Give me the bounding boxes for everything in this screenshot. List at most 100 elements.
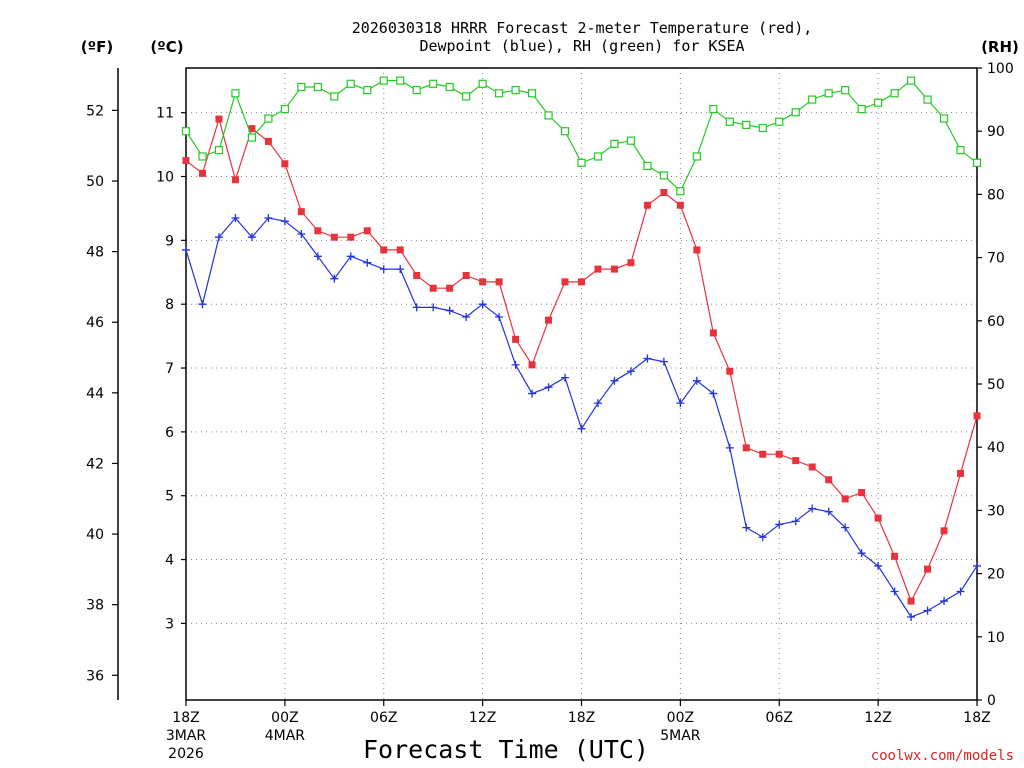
rh-point [659, 171, 668, 180]
dewpoint-line [185, 217, 978, 618]
time-tick-label: 00Z [667, 710, 694, 726]
temperature-point [429, 284, 437, 292]
fahrenheit-tick-label: 52 [86, 103, 104, 119]
temperature-point [215, 115, 223, 123]
dewpoint-point [692, 376, 701, 385]
temperature-point [495, 278, 503, 286]
dewpoint-point [346, 252, 355, 261]
temperature-point [248, 125, 256, 133]
rh-point [676, 187, 685, 196]
temperature-point [858, 489, 866, 497]
date-label: 5MAR [660, 728, 701, 744]
temperature-point [874, 514, 882, 522]
rh-point [577, 158, 586, 167]
rh-point [758, 123, 767, 133]
dewpoint-point [676, 399, 685, 408]
rh-point [890, 89, 899, 98]
dewpoint-point [758, 533, 767, 542]
temperature-point [940, 527, 948, 535]
dewpoint-point [412, 303, 421, 312]
rh-point [593, 152, 603, 161]
dewpoint-point [429, 303, 438, 312]
fahrenheit-tick-label: 36 [86, 668, 104, 684]
temperature-point [742, 444, 750, 452]
x-axis-title: Forecast Time (UTC) [363, 735, 649, 764]
rh-point [264, 114, 273, 123]
credit-text: coolwx.com/models [871, 748, 1014, 764]
rh-point [626, 136, 636, 145]
dewpoint-point [923, 606, 932, 615]
temperature-point [314, 227, 322, 235]
time-axis: 18Z 3MAR 2026 00Z 4MAR 06Z 12Z 18Z 00Z 5MAR 06Z 12Z… [166, 700, 991, 762]
temperature-point [643, 201, 651, 209]
temperature-point [363, 227, 371, 235]
temperature-point [693, 246, 701, 254]
dewpoint-point [198, 300, 207, 309]
dewpoint-point [890, 587, 899, 596]
celsius-tick-label: 3 [165, 616, 174, 632]
temperature-point [627, 259, 635, 267]
rh-tick-label: 70 [987, 251, 1005, 267]
date-label: 3MAR [166, 728, 207, 744]
dewpoint-point [363, 258, 372, 267]
dewpoint-point [280, 217, 289, 226]
dewpoint-point [841, 523, 850, 532]
rh-point [280, 104, 289, 114]
time-tick-label: 06Z [370, 710, 397, 726]
temperature-point [512, 335, 520, 343]
rh-axis: 0 10 20 30 40 50 60 70 80 90 100 [977, 61, 1014, 709]
rh-tick-label: 80 [987, 187, 1005, 203]
temperature-point [578, 278, 585, 286]
celsius-tick-label: 10 [156, 170, 174, 186]
dewpoint-point [593, 399, 602, 408]
rh-series [181, 76, 982, 196]
fahrenheit-unit-label: (ºF) [81, 38, 113, 56]
dewpoint-point [857, 549, 866, 558]
temperature-point [792, 457, 800, 465]
rh-point [857, 104, 866, 114]
dewpoint-point [462, 312, 471, 321]
time-tick-label: 18Z [568, 710, 595, 726]
dewpoint-point [874, 561, 883, 570]
dewpoint-point [791, 517, 800, 526]
temperature-point [825, 476, 833, 484]
dewpoint-point [643, 354, 652, 363]
rh-point [742, 120, 751, 129]
rh-point [247, 133, 257, 142]
chart-title: 2026030318 HRRR Forecast 2-meter Tempera… [352, 19, 813, 55]
fahrenheit-tick-label: 40 [86, 527, 104, 543]
temperature-point [281, 160, 289, 168]
rh-tick-label: 50 [987, 377, 1005, 393]
chart-title-line1: 2026030318 HRRR Forecast 2-meter Tempera… [352, 19, 813, 37]
time-tick-label: 18Z [172, 710, 199, 726]
celsius-axis: 3 4 5 6 7 8 9 10 11 [156, 106, 186, 632]
dewpoint-point [264, 214, 273, 223]
temperature-point [413, 271, 421, 279]
rh-point [527, 89, 537, 98]
temperature-point [907, 597, 915, 605]
chart-title-line2: Dewpoint (blue), RH (green) for KSEA [419, 37, 744, 55]
dewpoint-point [528, 389, 537, 398]
rh-line [185, 79, 978, 193]
dewpoint-point [824, 507, 833, 516]
temperature-point [594, 265, 602, 273]
celsius-tick-label: 6 [165, 425, 174, 441]
rh-point [198, 152, 207, 161]
rh-point [874, 98, 883, 107]
temperature-point [561, 278, 569, 286]
fahrenheit-tick-label: 46 [86, 315, 104, 331]
rh-point [478, 79, 487, 88]
temperature-point [957, 469, 965, 477]
rh-point [181, 127, 191, 136]
rh-point [923, 95, 932, 104]
rh-point [396, 76, 405, 85]
dewpoint-point [808, 504, 817, 513]
dewpoint-point [956, 587, 965, 596]
temperature-point [841, 495, 849, 503]
dewpoint-point [495, 312, 504, 321]
temperature-point [610, 265, 618, 273]
fahrenheit-tick-label: 48 [86, 245, 104, 261]
rh-point [231, 89, 240, 98]
rh-tick-label: 100 [987, 61, 1014, 77]
rh-point [643, 161, 652, 171]
